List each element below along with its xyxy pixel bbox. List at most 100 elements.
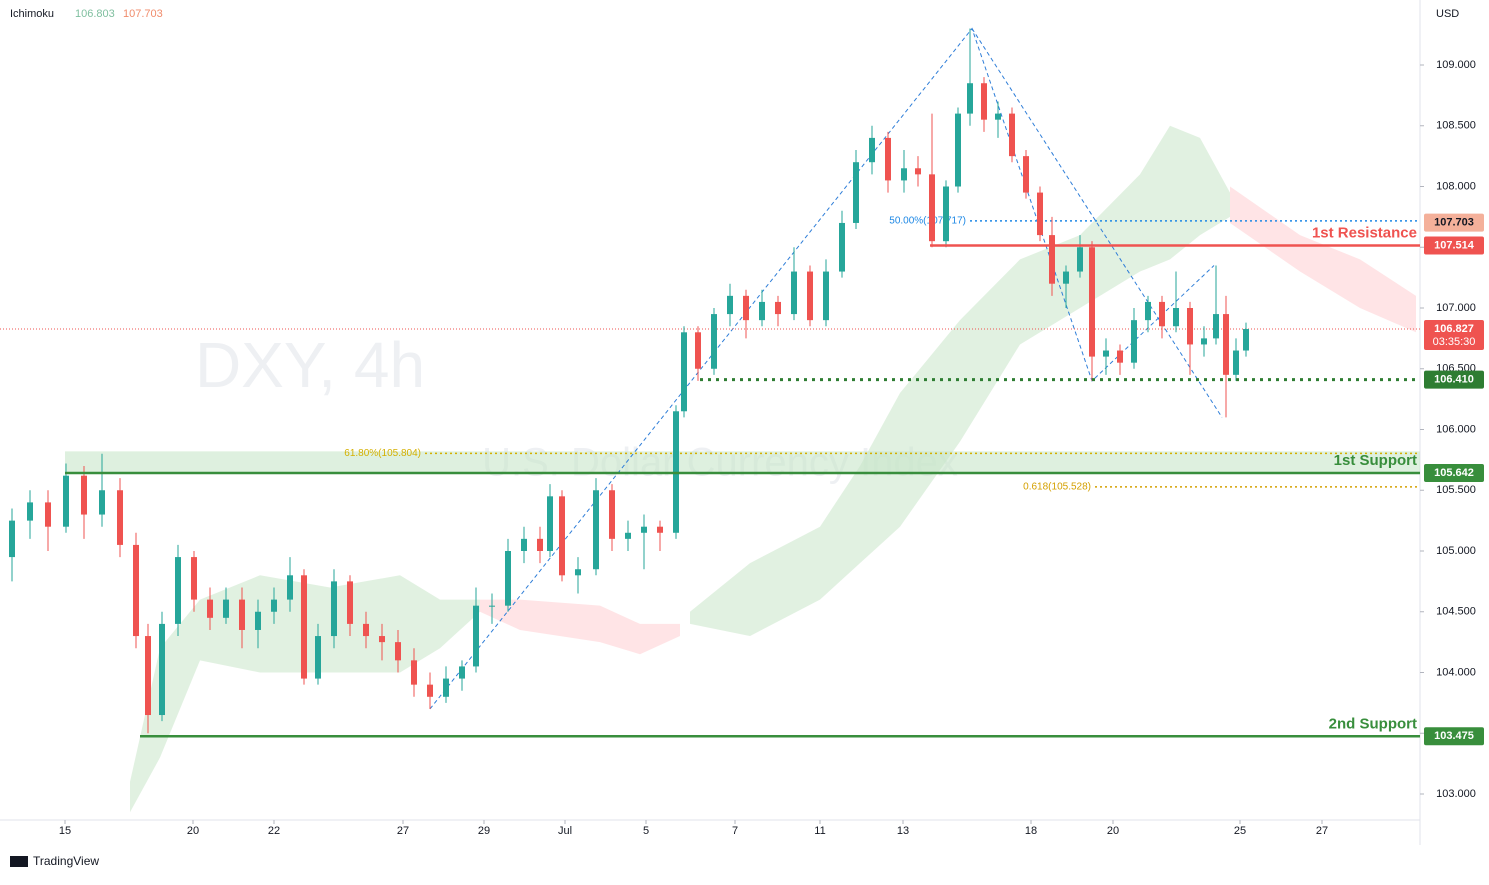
candle-body: [775, 301, 781, 315]
candle-body: [223, 599, 229, 618]
candle-body: [1159, 301, 1165, 327]
fib-label: 50.00%(107.717): [889, 216, 966, 227]
indicator-value: 107.703: [123, 8, 163, 20]
candle-body: [443, 678, 449, 697]
candle-body: [1145, 301, 1151, 321]
x-tick-label: 11: [814, 825, 825, 837]
candle-body: [711, 314, 717, 369]
x-tick-label: 5: [643, 825, 649, 837]
support-zone: [65, 451, 1420, 473]
candle-body: [117, 490, 123, 545]
x-tick-label: 27: [1316, 825, 1328, 837]
candle-body: [45, 502, 51, 527]
y-tick-label: 109.000: [1436, 59, 1476, 71]
candle-body: [823, 271, 829, 321]
x-tick-label: 13: [897, 825, 909, 837]
candle-body: [379, 636, 385, 643]
candle-body: [489, 605, 495, 607]
candle-body: [929, 174, 935, 242]
candle-body: [885, 137, 891, 181]
candle-body: [609, 490, 615, 539]
candle-body: [915, 168, 921, 175]
x-tick-label: 20: [1107, 825, 1119, 837]
price-tag-label: 107.514: [1434, 239, 1475, 251]
countdown: 03:35:30: [1433, 336, 1476, 348]
candle-body: [287, 575, 293, 600]
candle-body: [81, 475, 87, 515]
fib-label: 61.80%(105.804): [344, 448, 421, 459]
candle-body: [967, 83, 973, 114]
ichimoku-cloud: [130, 575, 480, 813]
candle-body: [301, 575, 307, 679]
candle-body: [727, 295, 733, 315]
pattern-line: [971, 28, 1223, 418]
x-tick-label: 20: [187, 825, 199, 837]
candle-body: [593, 490, 599, 570]
price-tag: [1424, 463, 1484, 482]
candle-body: [1063, 271, 1069, 284]
candle-body: [505, 551, 511, 606]
candle-body: [1201, 338, 1207, 345]
price-tag-label: 103.475: [1434, 730, 1474, 742]
candle-body: [1009, 113, 1015, 157]
candle-body: [175, 557, 181, 624]
candle-body: [743, 295, 749, 321]
y-tick-label: 104.000: [1436, 666, 1476, 678]
x-tick-label: 15: [59, 825, 71, 837]
candle-body: [1037, 192, 1043, 236]
indicator-value: 106.803: [75, 8, 115, 20]
candle-body: [271, 599, 277, 612]
candle-body: [1213, 314, 1219, 339]
current-price-label: 106.827: [1434, 323, 1474, 335]
candle-body: [547, 496, 553, 552]
candle-body: [869, 137, 875, 163]
candle-body: [695, 332, 701, 369]
candle-body: [1103, 350, 1109, 357]
candle-body: [1089, 247, 1095, 357]
candle-body: [1173, 308, 1179, 327]
candle-body: [459, 666, 465, 679]
brand: TradingView: [33, 854, 99, 868]
x-tick-label: 29: [478, 825, 490, 837]
candle-body: [1187, 308, 1193, 345]
current-price-tag: [1424, 320, 1484, 351]
candle-body: [791, 271, 797, 315]
candle-body: [943, 186, 949, 242]
candle-body: [853, 162, 859, 223]
candle-body: [1223, 314, 1229, 375]
candle-body: [995, 113, 1001, 120]
y-tick-label: 104.500: [1436, 606, 1476, 618]
price-tag: [1424, 213, 1484, 232]
ichimoku-cloud: [1230, 186, 1416, 333]
currency: USD: [1436, 8, 1459, 20]
price-tag: [1424, 236, 1484, 255]
candle-body: [537, 538, 543, 552]
candle-body: [473, 605, 479, 667]
price-tag: [1424, 370, 1484, 389]
candle-body: [839, 222, 845, 272]
candle-body: [315, 636, 321, 679]
candle-body: [347, 581, 353, 624]
candle-body: [1023, 156, 1029, 193]
candle-body: [1049, 235, 1055, 284]
x-tick-label: 27: [397, 825, 409, 837]
x-tick-label: 25: [1234, 825, 1246, 837]
candle-body: [133, 544, 139, 637]
candle-body: [807, 271, 813, 321]
indicator-label: Ichimoku: [10, 8, 54, 20]
candle-body: [99, 490, 105, 515]
x-tick-label: 22: [268, 825, 280, 837]
candle-body: [759, 301, 765, 321]
price-tag: [1424, 727, 1484, 746]
candle-body: [145, 636, 151, 716]
candle-body: [657, 526, 663, 533]
x-tick-label: 7: [732, 825, 738, 837]
brand-logo: [10, 856, 28, 867]
candle-body: [331, 581, 337, 637]
y-tick-label: 108.500: [1436, 120, 1476, 132]
candle-body: [1077, 247, 1083, 272]
price-tag-label: 107.703: [1434, 216, 1474, 228]
price-tag-label: 105.642: [1434, 467, 1474, 479]
